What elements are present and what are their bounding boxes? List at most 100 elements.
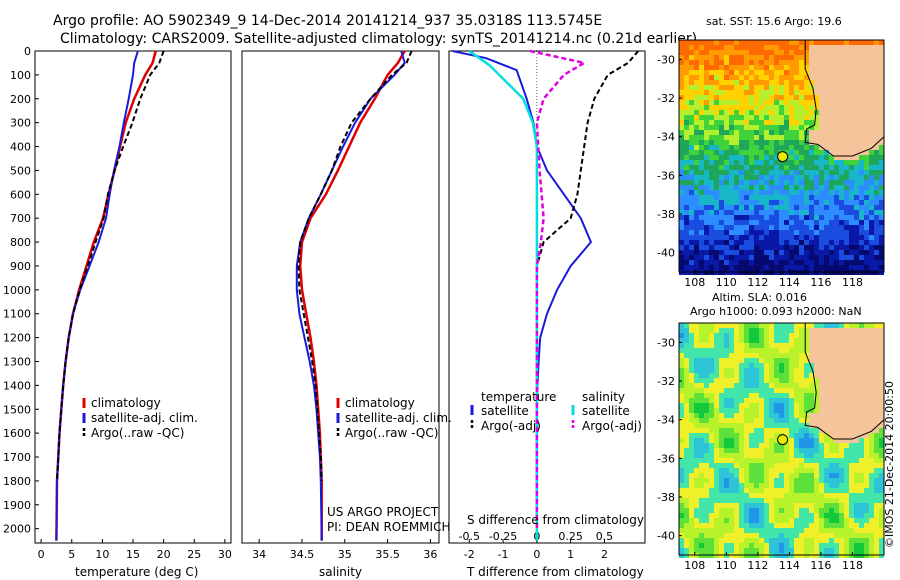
map-cell [854,343,859,348]
temperature-legend: climatology satellite-adj. clim. Argo(..… [82,396,198,440]
map-cell [849,65,854,70]
map-cell [854,448,859,453]
map-cell [694,528,699,533]
map-cell [794,60,799,65]
map-cell [849,398,854,403]
map-cell [784,185,789,190]
map-cell [824,40,829,45]
map-cell [779,230,784,235]
map-cell [819,468,824,473]
map-cell [829,538,834,543]
y-tick-label: 900 [10,260,31,273]
map-cell [714,523,719,528]
map-cell [684,423,689,428]
map-cell [819,80,824,85]
map-cell [734,180,739,185]
map-cell [879,75,884,80]
map-cell [839,348,844,353]
map-cell [699,423,704,428]
map-cell [834,338,839,343]
map-cell [869,60,874,65]
map-cell [764,473,769,478]
map-cell [849,503,854,508]
map-cell [794,135,799,140]
map-cell [794,418,799,423]
map-cell [844,383,849,388]
map-cell [814,348,819,353]
map-cell [854,493,859,498]
map-cell [829,245,834,250]
map-cell [859,55,864,60]
map-cell [854,408,859,413]
map-cell [814,443,819,448]
map-cell [749,518,754,523]
map-cell [784,383,789,388]
map-cell [684,323,689,328]
map-cell [794,328,799,333]
map-cell [819,488,824,493]
map-cell [799,483,804,488]
map-cell [779,548,784,553]
map-cell [874,418,879,423]
map-cell [869,488,874,493]
map-cell [839,110,844,115]
map-cell [749,533,754,538]
map-cell [734,343,739,348]
map-cell [714,200,719,205]
map-cell [759,125,764,130]
map-cell [789,433,794,438]
map-cell [839,418,844,423]
map-cell [774,200,779,205]
map-cell [714,215,719,220]
map-cell [759,175,764,180]
map-cell [864,115,869,120]
map-cell [689,423,694,428]
map-cell [819,378,824,383]
map-cell [779,135,784,140]
map-cell [844,220,849,225]
map-cell [799,80,804,85]
map-cell [729,125,734,130]
map-cell [709,110,714,115]
map-cell [744,443,749,448]
map-cell [704,225,709,230]
map-cell [754,60,759,65]
map-cell [734,260,739,265]
map-cell [824,508,829,513]
map-cell [704,175,709,180]
map-cell [804,343,809,348]
map-cell [844,338,849,343]
map-cell [709,333,714,338]
map-cell [744,383,749,388]
map-cell [849,200,854,205]
map-cell [819,348,824,353]
map-cell [764,65,769,70]
map-cell [844,75,849,80]
map-cell [829,115,834,120]
map-cell [859,45,864,50]
map-cell [879,468,884,473]
map-cell [764,50,769,55]
map-cell [874,338,879,343]
map-cell [724,265,729,270]
map-cell [724,393,729,398]
map-cell [849,473,854,478]
map-cell [789,100,794,105]
map-cell [819,70,824,75]
map-cell [684,80,689,85]
map-cell [859,448,864,453]
map-cell [814,458,819,463]
map-cell [724,165,729,170]
map-cell [879,165,884,170]
map-cell [829,363,834,368]
map-cell [694,195,699,200]
map-cell [774,55,779,60]
map-cell [784,543,789,548]
map-cell [794,95,799,100]
legend-climatology: climatology [345,396,415,410]
map-cell [849,403,854,408]
map-cell [724,160,729,165]
map-cell [789,65,794,70]
map-cell [689,408,694,413]
map-cell [784,403,789,408]
